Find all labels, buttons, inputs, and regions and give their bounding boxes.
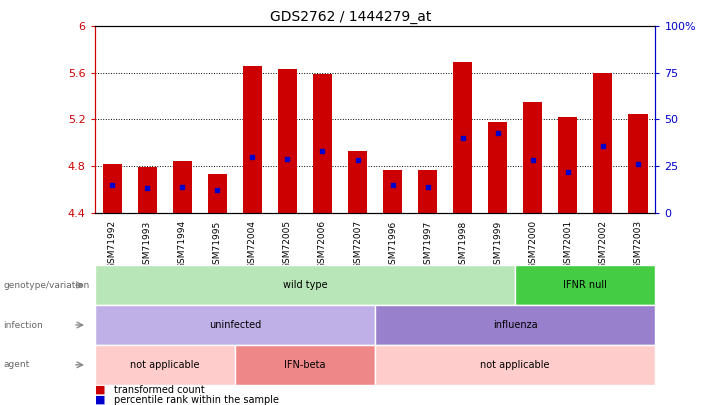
Bar — [558, 117, 578, 213]
Bar — [488, 122, 508, 213]
Bar — [523, 102, 543, 213]
Text: uninfected: uninfected — [209, 320, 261, 330]
Bar — [102, 164, 122, 213]
Bar — [207, 174, 227, 213]
Text: GDS2762 / 1444279_at: GDS2762 / 1444279_at — [270, 10, 431, 24]
Text: ■: ■ — [95, 395, 105, 405]
Text: ■: ■ — [95, 385, 105, 394]
Text: influenza: influenza — [493, 320, 538, 330]
Bar — [243, 66, 262, 213]
Bar — [453, 62, 472, 213]
Text: IFN-beta: IFN-beta — [284, 360, 326, 370]
Text: genotype/variation: genotype/variation — [4, 281, 90, 290]
Bar — [593, 73, 613, 213]
Text: not applicable: not applicable — [130, 360, 200, 370]
Text: agent: agent — [4, 360, 29, 369]
Text: IFNR null: IFNR null — [564, 280, 607, 290]
Text: percentile rank within the sample: percentile rank within the sample — [114, 395, 279, 405]
Bar — [137, 167, 157, 213]
Bar — [628, 114, 648, 213]
Text: transformed count: transformed count — [114, 385, 205, 394]
Text: wild type: wild type — [283, 280, 327, 290]
Bar — [348, 151, 367, 213]
Bar — [313, 74, 332, 213]
Bar — [418, 170, 437, 213]
Text: infection: infection — [4, 320, 43, 330]
Bar — [172, 162, 192, 213]
Text: not applicable: not applicable — [480, 360, 550, 370]
Bar — [278, 69, 297, 213]
Bar — [383, 170, 402, 213]
